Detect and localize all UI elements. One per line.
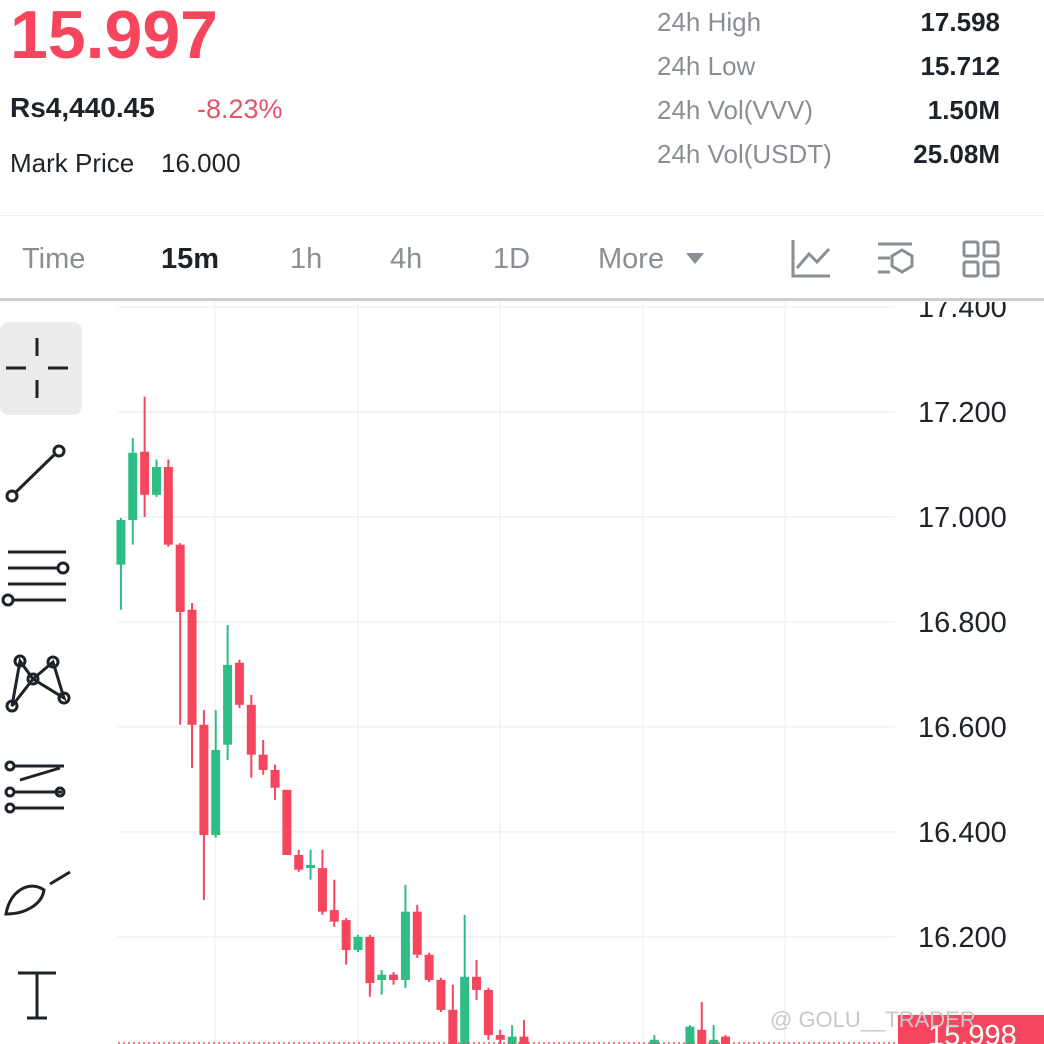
stat-label: 24h Low [657,51,756,81]
stat-label: 24h High [657,7,762,37]
stat-label: 24h Vol(VVV) [657,95,814,125]
tab[interactable]: 1D [493,243,531,275]
y-tick-label: 16.200 [918,922,1007,954]
brush-tool[interactable] [4,870,71,916]
mark-price: 16.000 [161,148,241,178]
candle-body [140,451,150,495]
candle-body [317,868,327,912]
tab[interactable]: More [598,243,665,275]
candle-body [270,769,280,788]
candle-body [389,974,399,980]
candle-body [448,1009,458,1044]
candle-body [436,979,446,1010]
line-tool[interactable] [14,453,56,494]
tab[interactable]: 15m [161,243,220,275]
tab[interactable]: 4h [390,243,423,275]
candle-body [211,749,221,836]
tab[interactable]: 1h [290,243,323,275]
candle-body [649,1039,659,1044]
layout-icon[interactable] [962,240,980,258]
candle-body [187,609,197,725]
candle-body [472,976,482,990]
candle-body [234,662,244,705]
candle-body [519,1036,529,1044]
candle-body [175,544,185,612]
y-tick-label: 17.200 [918,397,1007,429]
tab[interactable]: Time [22,243,86,275]
y-tick-label: 17.400 [918,292,1007,324]
active-tool[interactable] [0,322,82,415]
fib-tool[interactable] [14,764,64,810]
candle-body [151,466,161,495]
candle-body [720,1036,730,1044]
tab-border [0,298,1044,301]
settings-icon[interactable] [878,242,914,274]
stat-value: 15.712 [920,51,1000,81]
last-price: 15.997 [10,0,218,73]
candle-body [163,466,173,545]
stat-value: 17.598 [920,7,1000,37]
candle-body [353,936,363,951]
toolbar-icons [791,240,1000,278]
price-change: -8.23% [197,94,283,124]
pattern-tool[interactable] [10,657,67,707]
candle-body [282,789,292,855]
y-tick-label: 17.000 [918,502,1007,534]
indicator-icon[interactable] [791,240,831,278]
text-tool[interactable] [18,971,56,1020]
candle-body [223,664,233,745]
candle-body [341,920,351,951]
candle-body [199,724,209,836]
stat-value: 25.08M [913,139,1000,169]
candle-body [507,1036,517,1044]
candle-body [400,911,410,980]
candle-body [306,864,316,869]
last-price-tag [898,1014,1044,1044]
mark-price-label: Mark Price [10,148,135,178]
candle-body [128,452,138,520]
candle-body [483,989,493,1036]
candle-body [709,1039,719,1044]
candle-body [365,936,375,984]
candle-body [697,1029,707,1044]
candle-body [424,954,434,980]
candle-body [246,704,256,755]
candle-body [258,754,268,770]
parallel-tool[interactable] [8,550,66,602]
candle-body [377,974,387,980]
candle-body [329,910,339,922]
candle-body [116,519,126,565]
vertical-grid [214,302,786,1044]
crosshair-tool[interactable] [6,338,68,398]
watermark: @ GOLU__TRADER [770,1007,976,1032]
candle-body [294,854,304,870]
y-tick-label: 16.400 [918,817,1007,849]
y-tick-label: 16.600 [918,712,1007,744]
stat-label: 24h Vol(USDT) [657,139,832,169]
last-price-label: 15.998 [928,1020,1017,1044]
fiat-price: Rs4,440.45 [10,92,155,123]
dropdown-arrow[interactable] [686,253,704,264]
candle-body [495,1035,505,1040]
candle-body [412,911,422,955]
candle-body [685,1026,695,1044]
drawing-tools [1,338,71,1020]
y-tick-label: 16.800 [918,607,1007,639]
stat-value: 1.50M [927,95,1000,125]
separator [0,215,1044,216]
candle-body [460,976,470,1044]
